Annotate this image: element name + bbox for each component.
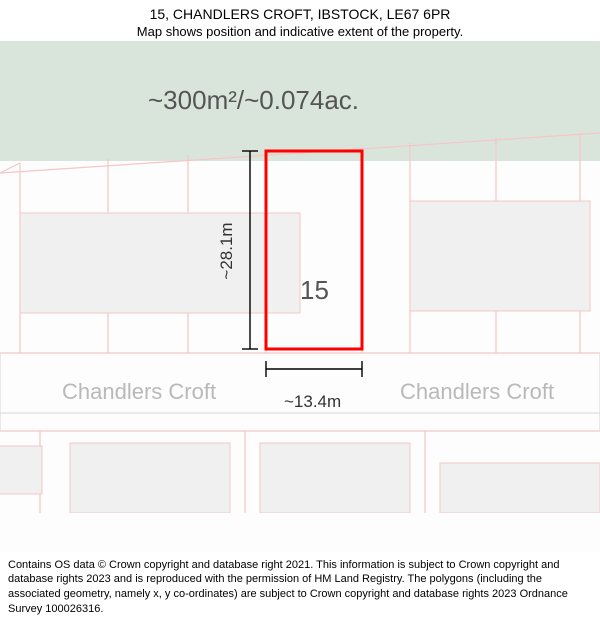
building-footprint	[440, 463, 600, 513]
map-svg: 15 ~300m²/~0.074ac. Chandlers Croft Chandle…	[0, 41, 600, 513]
house-number-label: 15	[300, 275, 329, 305]
property-address-title: 15, CHANDLERS CROFT, IBSTOCK, LE67 6PR	[4, 6, 596, 22]
building-footprint	[410, 201, 590, 311]
building-footprint	[20, 213, 300, 313]
header: 15, CHANDLERS CROFT, IBSTOCK, LE67 6PR M…	[0, 0, 600, 41]
property-map-card: 15, CHANDLERS CROFT, IBSTOCK, LE67 6PR M…	[0, 0, 600, 625]
dimension-label-width: ~13.4m	[284, 392, 341, 411]
map-subtitle: Map shows position and indicative extent…	[4, 24, 596, 39]
building-footprint	[0, 446, 42, 494]
road-name-label: Chandlers Croft	[400, 379, 554, 404]
map-canvas: 15 ~300m²/~0.074ac. Chandlers Croft Chandle…	[0, 41, 600, 552]
building-footprint	[70, 443, 230, 513]
building-footprint	[260, 443, 410, 513]
dimension-label-height: ~28.1m	[217, 222, 236, 279]
area-label: ~300m²/~0.074ac.	[148, 85, 359, 115]
copyright-footer: Contains OS data © Crown copyright and d…	[0, 552, 600, 625]
road-name-label: Chandlers Croft	[62, 379, 216, 404]
